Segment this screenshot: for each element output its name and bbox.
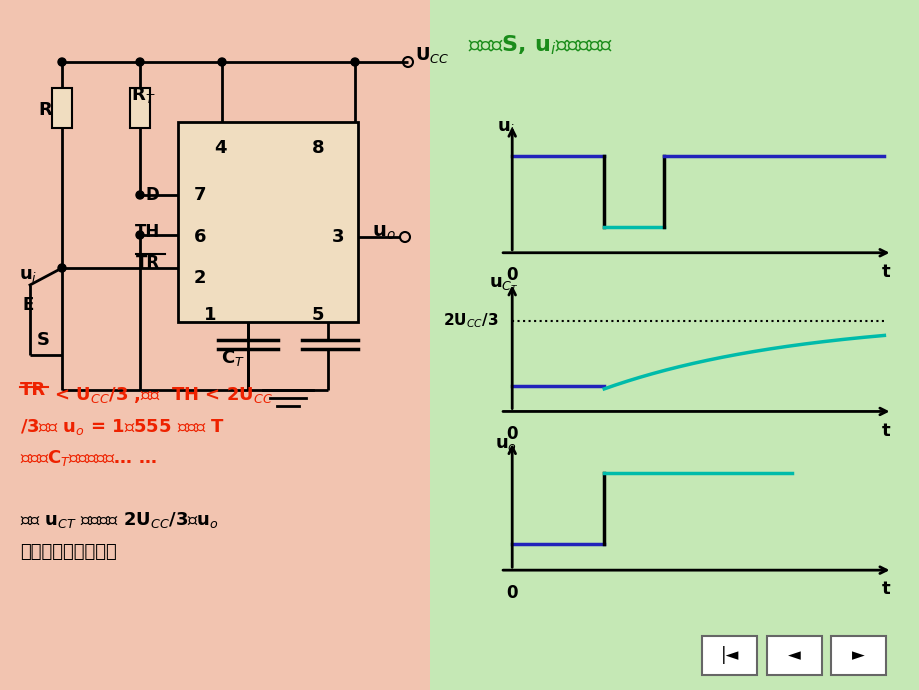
Text: u$_i$: u$_i$ <box>18 266 37 284</box>
Text: u$_i$: u$_i$ <box>496 118 515 136</box>
Text: 3: 3 <box>332 228 344 246</box>
Text: 截止，C$_T$将被充电，… …: 截止，C$_T$将被充电，… … <box>20 448 156 468</box>
Text: < U$_{CC}$/3 ,已有  TH < 2U$_{CC}$: < U$_{CC}$/3 ,已有 TH < 2U$_{CC}$ <box>48 385 273 405</box>
Text: |◄: |◄ <box>720 647 738 664</box>
Bar <box>130 88 150 128</box>
Bar <box>701 636 756 675</box>
Polygon shape <box>429 0 919 690</box>
Circle shape <box>218 58 226 66</box>
Bar <box>766 636 821 675</box>
Text: 只要 u$_{CT}$ 尚未充至 2U$_{CC}$/3，u$_o$: 只要 u$_{CT}$ 尚未充至 2U$_{CC}$/3，u$_o$ <box>20 510 218 530</box>
Bar <box>830 636 885 675</box>
Text: C$_T$: C$_T$ <box>221 348 244 368</box>
Circle shape <box>136 191 144 199</box>
Bar <box>177 122 357 322</box>
Polygon shape <box>0 0 429 690</box>
Text: 按一下S, u$_i$波形如下：: 按一下S, u$_i$波形如下： <box>468 33 612 57</box>
Text: 1: 1 <box>203 306 216 324</box>
Circle shape <box>136 231 144 239</box>
Text: 2U$_{CC}$/3: 2U$_{CC}$/3 <box>442 312 498 331</box>
Text: U$_{CC}$: U$_{CC}$ <box>414 45 448 65</box>
Text: t: t <box>881 263 890 281</box>
Circle shape <box>351 58 358 66</box>
Text: ◄: ◄ <box>787 647 800 664</box>
Text: 0: 0 <box>506 425 517 443</box>
Text: 8: 8 <box>312 139 324 157</box>
Text: t: t <box>881 580 890 598</box>
Text: u$_o$: u$_o$ <box>371 224 395 242</box>
Text: R$_T$: R$_T$ <box>130 85 155 105</box>
Text: 2: 2 <box>194 269 206 287</box>
Text: /3，故 u$_o$ = 1，555 内的管 T: /3，故 u$_o$ = 1，555 内的管 T <box>20 417 224 437</box>
Text: 0: 0 <box>506 266 517 284</box>
Text: 0: 0 <box>506 584 517 602</box>
Text: ►: ► <box>851 647 864 664</box>
Bar <box>52 88 72 128</box>
Text: TH: TH <box>135 223 161 241</box>
Text: 6: 6 <box>194 228 206 246</box>
Text: 4: 4 <box>213 139 226 157</box>
Text: u$_{C_T}$: u$_{C_T}$ <box>489 276 518 295</box>
Text: 的状态就不会变化。: 的状态就不会变化。 <box>20 543 117 561</box>
Text: TR: TR <box>20 381 46 399</box>
Text: t: t <box>881 422 890 440</box>
Text: u$_o$: u$_o$ <box>494 435 516 453</box>
Text: 7: 7 <box>194 186 206 204</box>
Text: E: E <box>22 296 34 314</box>
Circle shape <box>58 58 66 66</box>
Text: D: D <box>145 186 159 204</box>
Circle shape <box>136 58 144 66</box>
Text: TR: TR <box>136 254 160 272</box>
Text: 5: 5 <box>312 306 323 324</box>
Circle shape <box>58 264 66 272</box>
Text: S: S <box>37 331 50 349</box>
Text: R: R <box>38 101 51 119</box>
